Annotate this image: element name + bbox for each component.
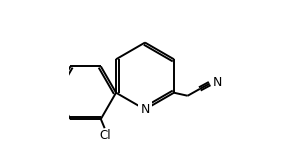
Text: N: N (140, 103, 150, 116)
Text: N: N (212, 76, 222, 89)
Text: Cl: Cl (99, 129, 111, 142)
